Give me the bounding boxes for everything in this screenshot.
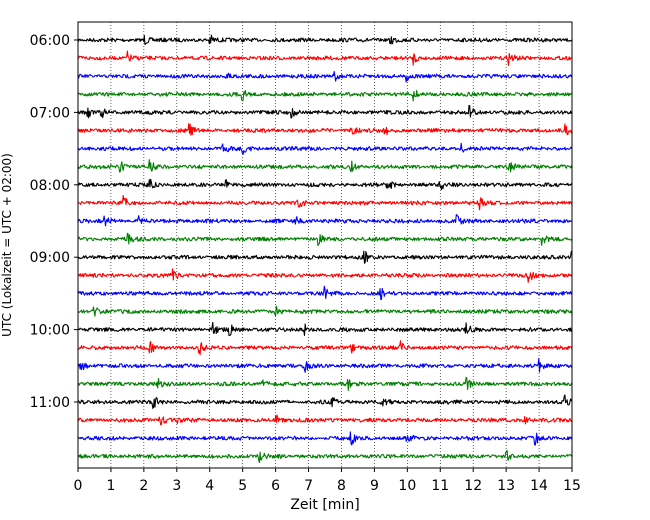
trace-line bbox=[77, 321, 573, 337]
y-tick-label: 08:00 bbox=[30, 178, 70, 194]
grid-lines bbox=[110, 22, 540, 468]
x-tick-label: 5 bbox=[238, 478, 247, 494]
x-tick-label: 14 bbox=[530, 478, 548, 494]
trace-line bbox=[77, 232, 573, 247]
y-tick-label: 06:00 bbox=[30, 33, 70, 49]
x-tick-label: 13 bbox=[497, 478, 515, 494]
y-tick-label: 10:00 bbox=[30, 323, 70, 339]
y-tick-label: 09:00 bbox=[30, 250, 70, 266]
trace-line bbox=[77, 71, 573, 83]
x-tick-label: 1 bbox=[106, 478, 115, 494]
y-axis-label: UTC (Lokalzeit = UTC + 02:00) bbox=[0, 153, 14, 337]
x-tick-label: 8 bbox=[337, 478, 346, 494]
trace-line bbox=[77, 340, 573, 356]
trace-line bbox=[77, 213, 573, 227]
trace-line bbox=[77, 34, 573, 46]
x-tick-label: 10 bbox=[398, 478, 416, 494]
x-tick-label: 15 bbox=[563, 478, 581, 494]
trace-line bbox=[77, 358, 573, 373]
trace-line bbox=[77, 449, 573, 464]
trace-line bbox=[77, 250, 573, 264]
x-tick-label: 12 bbox=[464, 478, 482, 494]
trace-line bbox=[77, 142, 573, 155]
trace-line bbox=[77, 305, 573, 317]
trace-line bbox=[77, 431, 573, 446]
trace-line bbox=[77, 123, 573, 136]
trace-line bbox=[77, 268, 573, 283]
x-tick-label: 9 bbox=[370, 478, 379, 494]
x-tick-label: 2 bbox=[139, 478, 148, 494]
x-tick-label: 0 bbox=[74, 478, 83, 494]
trace-line bbox=[77, 104, 573, 119]
trace-line bbox=[77, 194, 573, 211]
trace-line bbox=[77, 394, 573, 409]
trace-line bbox=[77, 178, 573, 191]
plot-frame bbox=[77, 21, 573, 469]
x-tick-label: 3 bbox=[172, 478, 181, 494]
x-tick-label: 11 bbox=[431, 478, 449, 494]
x-tick-label: 7 bbox=[304, 478, 313, 494]
trace-line bbox=[77, 89, 573, 102]
trace-line bbox=[77, 376, 573, 391]
trace-line bbox=[77, 285, 573, 301]
x-tick-label: 4 bbox=[205, 478, 214, 494]
x-axis-label: Zeit [min] bbox=[290, 497, 359, 513]
y-axis-ticks: 06:00 07:00 08:00 09:00 10:00 11:00 bbox=[30, 33, 78, 411]
trace-line bbox=[77, 50, 573, 67]
x-tick-label: 6 bbox=[271, 478, 280, 494]
x-axis-ticks: 0 1 2 3 4 5 6 7 8 9 10 11 12 13 14 15 bbox=[74, 468, 581, 494]
trace-line bbox=[77, 414, 573, 426]
y-tick-label: 07:00 bbox=[30, 105, 70, 121]
y-tick-label: 11:00 bbox=[30, 395, 70, 411]
trace-line bbox=[77, 159, 573, 173]
trace-group bbox=[77, 34, 573, 464]
